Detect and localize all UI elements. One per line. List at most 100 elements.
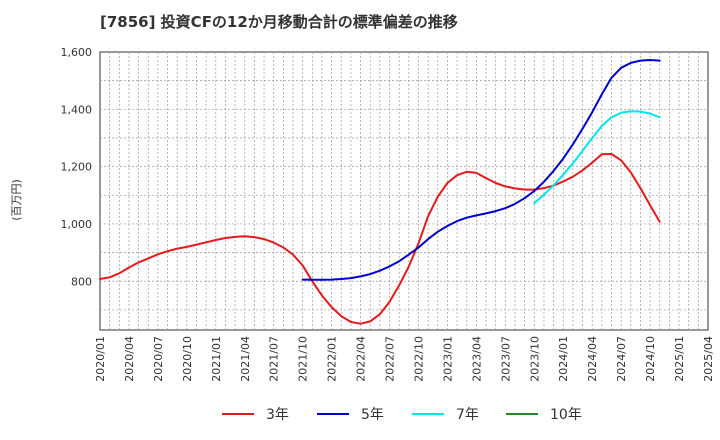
data-point	[447, 182, 449, 184]
x-tick-label: 2025/04	[702, 336, 715, 382]
data-point	[196, 244, 198, 246]
data-point	[611, 153, 613, 155]
x-tick-label: 2023/01	[441, 336, 454, 382]
data-point	[331, 279, 333, 281]
data-point	[659, 60, 661, 62]
data-point	[408, 266, 410, 268]
data-point	[504, 207, 506, 209]
data-point	[620, 112, 622, 114]
data-point	[321, 295, 323, 297]
data-point	[118, 272, 120, 274]
series-group	[99, 59, 661, 325]
data-point	[476, 215, 478, 217]
data-point	[543, 181, 545, 183]
data-point	[379, 270, 381, 272]
data-point	[495, 210, 497, 212]
data-point	[504, 186, 506, 188]
data-point	[418, 247, 420, 249]
data-point	[360, 276, 362, 278]
data-point	[553, 170, 555, 172]
data-point	[244, 235, 246, 237]
y-tick-label: 1,600	[61, 46, 93, 59]
x-tick-label: 2024/10	[644, 336, 657, 382]
data-point	[205, 241, 207, 243]
data-point	[476, 172, 478, 174]
data-point	[186, 246, 188, 248]
data-point	[601, 125, 603, 127]
data-point	[591, 162, 593, 164]
data-point	[630, 110, 632, 112]
data-point	[379, 313, 381, 315]
data-point	[524, 197, 526, 199]
data-point	[447, 225, 449, 227]
data-point	[562, 158, 564, 160]
data-point	[302, 265, 304, 267]
chart-title: [7856] 投資CFの12か月移動合計の標準偏差の推移	[100, 13, 458, 31]
data-point	[331, 306, 333, 308]
x-tick-label: 2021/10	[297, 336, 310, 382]
x-tick-label: 2024/04	[586, 336, 599, 382]
data-point	[176, 248, 178, 250]
data-point	[572, 162, 574, 164]
data-point	[321, 279, 323, 281]
data-point	[167, 250, 169, 252]
x-tick-label: 2021/04	[239, 336, 252, 382]
x-tick-label: 2022/01	[326, 336, 339, 382]
data-point	[591, 137, 593, 139]
x-tick-label: 2023/07	[499, 336, 512, 382]
data-point	[340, 315, 342, 317]
x-tick-label: 2023/04	[470, 336, 483, 382]
data-point	[109, 276, 111, 278]
x-tick-label: 2021/01	[210, 336, 223, 382]
data-point	[225, 237, 227, 239]
x-tick-label: 2023/10	[528, 336, 541, 382]
data-point	[620, 159, 622, 161]
y-axis-ticks: 800 1,000 1,200 1,400 1,600	[61, 46, 93, 288]
data-point	[456, 174, 458, 176]
data-point	[543, 187, 545, 189]
data-point	[601, 94, 603, 96]
data-point	[128, 267, 130, 269]
data-point	[543, 194, 545, 196]
data-point	[408, 254, 410, 256]
data-point	[263, 238, 265, 240]
data-point	[611, 116, 613, 118]
data-point	[398, 260, 400, 262]
data-point	[533, 202, 535, 204]
data-point	[611, 77, 613, 79]
data-point	[562, 181, 564, 183]
data-point	[389, 301, 391, 303]
x-tick-label: 2021/07	[268, 336, 281, 382]
data-point	[437, 231, 439, 233]
x-tick-label: 2024/07	[615, 336, 628, 382]
data-point	[99, 278, 101, 280]
data-point	[302, 279, 304, 281]
data-point	[369, 321, 371, 323]
data-point	[495, 182, 497, 184]
x-tick-label: 2020/04	[123, 336, 136, 382]
plot-area	[99, 51, 709, 331]
data-point	[283, 247, 285, 249]
data-point	[514, 188, 516, 190]
data-point	[273, 242, 275, 244]
x-tick-label: 2020/07	[152, 336, 165, 382]
y-tick-label: 1,200	[61, 161, 93, 174]
data-point	[572, 143, 574, 145]
legend-label: 5年	[361, 407, 384, 423]
data-point	[601, 153, 603, 155]
data-point	[640, 60, 642, 62]
series-line-7年	[533, 110, 661, 205]
legend-label: 7年	[456, 407, 479, 423]
data-point	[659, 221, 661, 223]
data-point	[485, 213, 487, 215]
data-point	[418, 243, 420, 245]
data-point	[649, 204, 651, 206]
data-point	[360, 323, 362, 325]
data-point	[466, 217, 468, 219]
x-tick-label: 2022/10	[412, 336, 425, 382]
x-tick-label: 2020/01	[94, 336, 107, 382]
data-point	[553, 184, 555, 186]
y-axis-label: (百万円)	[10, 179, 23, 221]
data-point	[572, 176, 574, 178]
